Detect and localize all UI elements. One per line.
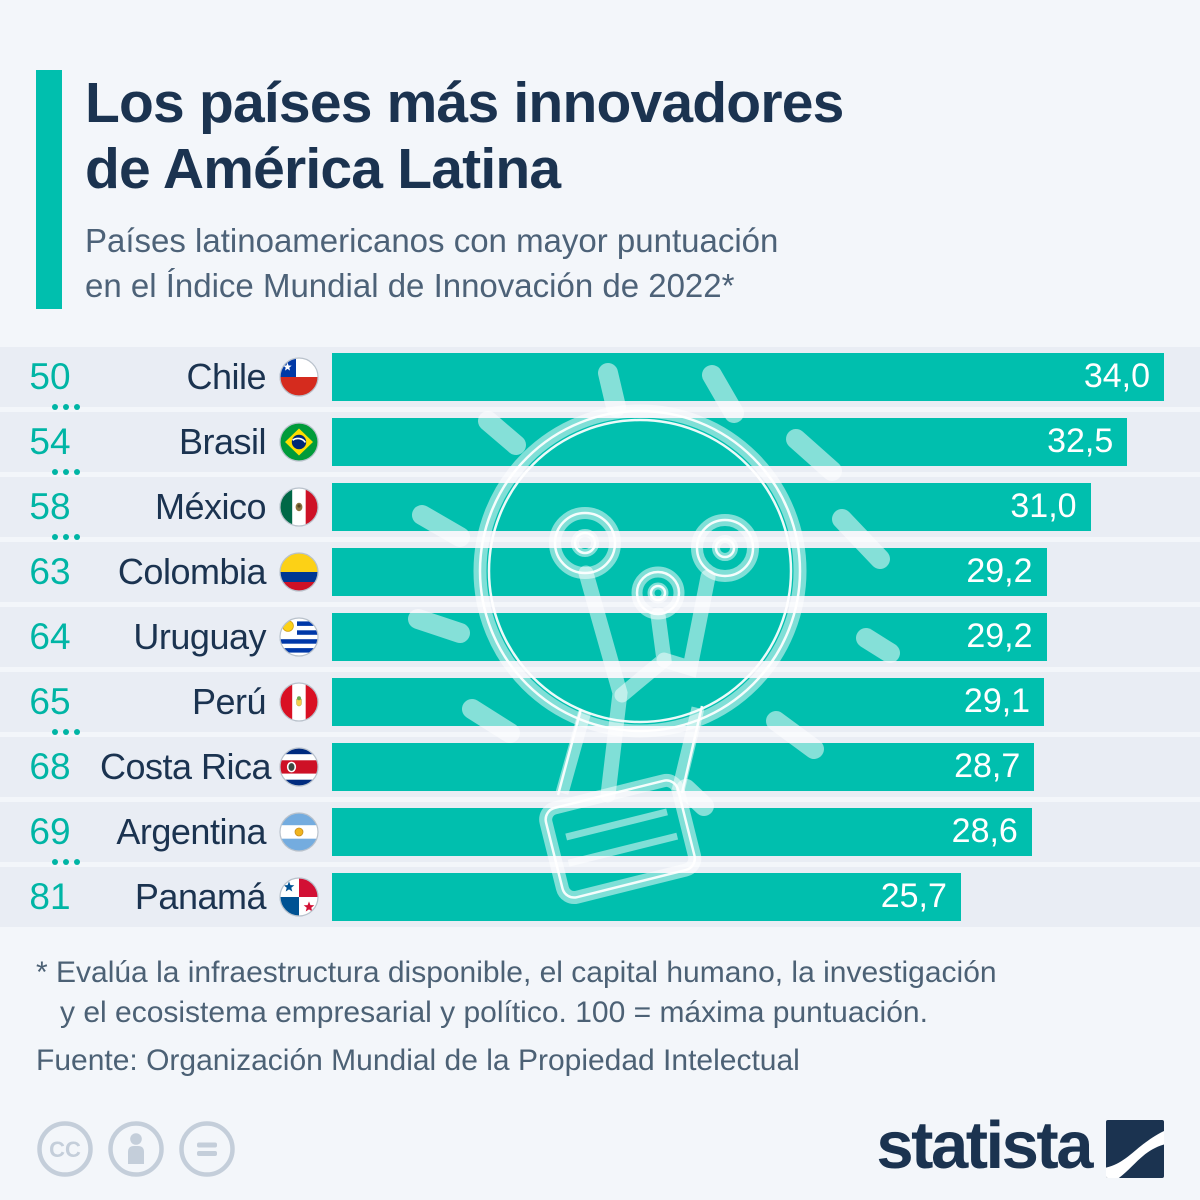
title-line-1: Los países más innovadores [85,71,844,135]
country-label: Brasil [178,420,267,462]
no-derivatives-equals-icon [179,1121,235,1177]
statista-swoosh-icon [1106,1120,1164,1179]
rank-label: 68 [29,745,71,787]
score-bar: 28,6 [332,807,1032,856]
bar-track: 25,7 [332,872,1164,921]
footnote-line-1: * Evalúa la infraestructura disponible, … [36,955,997,989]
flag-costarica-icon [279,747,319,787]
title-line-2: de América Latina [85,137,561,202]
statista-logo: statista [876,1112,1164,1183]
flag-argentina-icon [279,812,319,852]
cc-icon: CC [37,1121,93,1177]
rank-gap-dots [52,728,80,735]
country-label: Perú [191,680,267,722]
score-value: 29,1 [963,682,1031,721]
score-value: 28,7 [954,747,1021,786]
rank-label: 50 [29,355,71,397]
score-bar: 28,7 [332,742,1035,791]
chart-row: 54 Brasil 32,5 [0,411,1200,475]
score-bar: 31,0 [332,482,1091,531]
country-label: Argentina [116,810,266,852]
flag-panama-icon [279,877,319,917]
flag-peru-icon [279,682,319,722]
page-title: Los países más innovadores de América La… [85,70,844,202]
score-value: 29,2 [966,617,1033,656]
flag-colombia-icon [279,552,319,592]
flag-brasil-icon [279,422,319,462]
score-bar: 32,5 [332,417,1128,466]
rank-label: 81 [29,875,71,917]
bar-track: 34,0 [332,352,1164,401]
rank-gap-dots [52,468,80,475]
bar-track: 32,5 [332,417,1164,466]
bar-track: 29,2 [332,612,1164,661]
country-label: Uruguay [133,615,266,657]
chart-row: 63 Colombia 29,2 [0,541,1200,602]
chart-row: 65 Perú 29,1 [0,671,1200,735]
accent-bar [36,70,62,309]
score-value: 32,5 [1047,422,1114,461]
rank-label: 54 [29,420,71,462]
subtitle-line-2: en el Índice Mundial de Innovación de 20… [85,267,735,305]
subtitle-line-1: Países latinoamericanos con mayor puntua… [85,222,779,260]
score-bar: 29,2 [332,612,1047,661]
statista-wordmark: statista [876,1107,1093,1183]
bar-chart: 50 Chile 34,0 54 Brasil 32,5 58 México 3… [0,346,1200,927]
flag-chile-icon [279,357,319,397]
score-value: 29,2 [966,552,1033,591]
score-bar: 34,0 [332,352,1164,401]
page-subtitle: Países latinoamericanos con mayor puntua… [85,219,844,309]
score-value: 31,0 [1010,487,1077,526]
country-label: Chile [186,355,266,397]
country-label: Colombia [117,550,267,592]
bar-track: 28,6 [332,807,1164,856]
footer: CC statista [36,1112,1164,1183]
rank-label: 63 [29,550,71,592]
bar-track: 29,1 [332,677,1164,726]
rank-gap-dots [52,403,80,410]
country-label: México [154,485,267,527]
chart-row: 81 Panamá 25,7 [0,866,1200,927]
rank-label: 58 [29,485,71,527]
flag-uruguay-icon [279,617,319,657]
license-icons: CC [36,1120,236,1178]
score-bar: 29,2 [332,547,1047,596]
header: Los países más innovadores de América La… [0,0,1200,309]
source-line: Fuente: Organización Mundial de la Propi… [36,1044,800,1078]
bar-track: 28,7 [332,742,1164,791]
footnote-line-2: y el ecosistema empresarial y político. … [60,996,928,1030]
bar-track: 29,2 [332,547,1164,596]
rank-gap-dots [52,858,80,865]
chart-row: 68 Costa Rica 28,7 [0,736,1200,797]
score-bar: 29,1 [332,677,1045,726]
svg-text:CC: CC [49,1137,81,1162]
chart-rows: 50 Chile 34,0 54 Brasil 32,5 58 México 3… [0,346,1200,927]
rank-label: 65 [29,680,71,722]
score-value: 34,0 [1083,357,1150,396]
flag-mexico-icon [279,487,319,527]
chart-row: 50 Chile 34,0 [0,346,1200,410]
attribution-person-icon [108,1121,164,1177]
score-bar: 25,7 [332,872,961,921]
score-value: 25,7 [880,877,947,916]
score-value: 28,6 [951,812,1018,851]
country-label: Panamá [134,875,267,917]
country-label: Costa Rica [100,745,272,787]
rank-label: 64 [29,615,71,657]
rank-gap-dots [52,533,80,540]
chart-row: 64 Uruguay 29,2 [0,606,1200,667]
bar-track: 31,0 [332,482,1164,531]
rank-label: 69 [29,810,71,852]
chart-row: 58 México 31,0 [0,476,1200,540]
footnote: * Evalúa la infraestructura disponible, … [36,953,1164,1082]
chart-row: 69 Argentina 28,6 [0,801,1200,865]
